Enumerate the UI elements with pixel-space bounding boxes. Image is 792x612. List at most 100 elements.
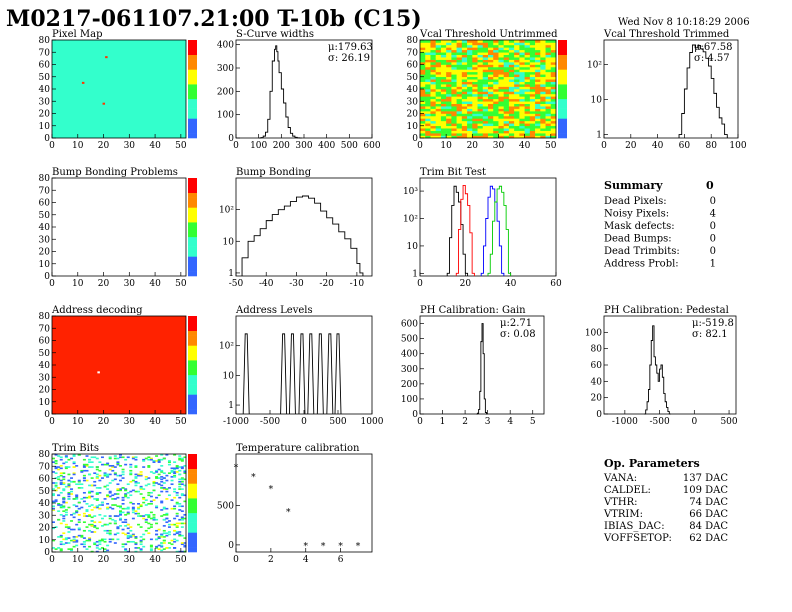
- vcal_untrimmed-cell: [535, 64, 541, 68]
- trim_bits-cell: [111, 504, 115, 506]
- trim_bits-cell: [170, 479, 174, 482]
- vcal_untrimmed-cell: [430, 57, 436, 60]
- trim_bits-cell: [113, 533, 117, 536]
- trim_bits-cell: [72, 504, 76, 506]
- trim_bits-cell: [155, 506, 159, 509]
- trim_bits-cell: [147, 516, 151, 519]
- trim_bits-cell: [144, 514, 148, 516]
- vcal_untrimmed-cell: [456, 44, 463, 48]
- vcal_untrimmed-cell: [540, 62, 546, 65]
- vcal_untrimmed-cell: [482, 128, 489, 131]
- trim_bits-cell: [170, 499, 174, 501]
- pixel_map-xtick-label: 50: [175, 141, 187, 151]
- vcal_untrimmed-cell: [446, 108, 452, 112]
- bump_problems-ytick-label: 70: [39, 186, 51, 196]
- vcal_untrimmed-cell: [456, 69, 463, 73]
- vcal_untrimmed-cell: [440, 103, 447, 107]
- bump_problems-colorbar-step: [188, 227, 197, 233]
- vcal_untrimmed-cell: [420, 86, 426, 90]
- trim_bits-colorbar-step: [188, 542, 197, 548]
- vcal_untrimmed-cell: [456, 125, 463, 129]
- vcal_untrimmed-cell: [482, 133, 489, 136]
- trim_bits-cell: [131, 503, 135, 505]
- vcal_untrimmed-cell: [451, 123, 457, 127]
- trim_bits-cell: [82, 512, 86, 515]
- vcal_untrimmed-cell: [529, 106, 536, 109]
- vcal_untrimmed-cell: [545, 135, 552, 139]
- vcal_untrimmed-cell: [529, 59, 536, 63]
- vcal_untrimmed-cell: [503, 113, 510, 117]
- vcal_untrimmed-cell: [435, 71, 442, 75]
- trim_bits-cell: [103, 473, 107, 476]
- vcal_trimmed-ytick-label: 10²: [587, 61, 602, 71]
- vcal_untrimmed-cell: [545, 93, 552, 97]
- vcal_untrimmed-cell: [461, 120, 468, 124]
- vcal_untrimmed-cell: [425, 135, 431, 139]
- vcal_untrimmed-cell: [472, 69, 478, 73]
- address_decoding-ytick-label: 30: [39, 373, 51, 383]
- vcal_untrimmed-cell: [508, 118, 515, 122]
- trim_bits-cell: [103, 474, 107, 477]
- trim_bits-cell: [52, 547, 55, 549]
- trim_bits-cell: [57, 503, 61, 505]
- trim_bits-cell: [106, 474, 110, 477]
- vcal_untrimmed-cell: [535, 84, 541, 87]
- vcal_untrimmed-cell: [493, 111, 499, 114]
- trim_bits-cell: [178, 531, 182, 533]
- vcal_untrimmed-cell: [550, 66, 557, 70]
- vcal_untrimmed-cell: [508, 54, 515, 58]
- trim_bits-cell: [119, 525, 122, 527]
- bump_problems-colorbar-step: [188, 182, 197, 189]
- trim_bits-cell: [88, 495, 92, 498]
- trim_bits-cell: [70, 493, 74, 495]
- vcal_untrimmed-cell: [430, 123, 436, 127]
- trim_bits-cell: [173, 517, 177, 520]
- vcal_untrimmed-cell: [529, 120, 536, 124]
- trim_bits-cell: [137, 507, 141, 510]
- trim_bits-cell: [77, 487, 81, 489]
- summary-row-value: 0: [710, 221, 716, 232]
- vcal_untrimmed-cell: [550, 111, 557, 114]
- vcal_untrimmed-cell: [503, 79, 510, 82]
- trim_bits-cell: [72, 498, 76, 500]
- vcal_untrimmed-cell: [498, 84, 504, 87]
- vcal_untrimmed-cell: [467, 84, 473, 87]
- vcal_untrimmed-cell: [514, 115, 520, 119]
- vcal_untrimmed-cell: [550, 47, 557, 51]
- trim_bits-cell: [155, 455, 159, 457]
- vcal_untrimmed-cell: [461, 118, 468, 122]
- vcal_untrimmed-cell: [519, 98, 525, 102]
- vcal_untrimmed-cell: [550, 98, 557, 102]
- vcal_untrimmed-cell: [545, 54, 552, 58]
- trim_bits-cell: [54, 526, 58, 528]
- trim_bits-cell: [155, 529, 159, 532]
- vcal_untrimmed-cell: [425, 91, 431, 95]
- trim_bits-cell: [173, 474, 177, 477]
- vcal_untrimmed-cell: [498, 128, 504, 131]
- vcal_untrimmed-cell: [482, 79, 489, 82]
- trim_bits-cell: [93, 525, 97, 527]
- trim_bits-cell: [90, 495, 94, 498]
- address_decoding-colorbar-step: [188, 330, 197, 336]
- trim_bits-cell: [173, 533, 177, 536]
- vcal_untrimmed-cell: [503, 135, 510, 139]
- trim_bits-ytick-label: 40: [39, 499, 51, 509]
- vcal_untrimmed-cell: [461, 96, 468, 100]
- vcal_untrimmed-cell: [550, 52, 557, 55]
- op-param-value: 109 DAC: [683, 485, 729, 496]
- trim_bits-cell: [108, 538, 112, 541]
- vcal_untrimmed-cell: [503, 74, 510, 78]
- vcal_untrimmed-cell: [524, 54, 531, 58]
- vcal_untrimmed-cell: [519, 62, 525, 65]
- vcal_untrimmed-cell: [467, 47, 473, 51]
- trim_bits-cell: [54, 472, 58, 474]
- vcal_untrimmed-cell: [514, 62, 520, 65]
- vcal_untrimmed-cell: [550, 123, 557, 127]
- vcal_untrimmed-cell: [540, 44, 546, 48]
- trim_bits-cell: [88, 538, 92, 541]
- trim_bits-cell: [100, 538, 104, 541]
- vcal_untrimmed-cell: [545, 71, 552, 75]
- trim_bits-cell: [67, 506, 71, 509]
- trim_bits-cell: [64, 526, 68, 528]
- vcal_untrimmed-cell: [435, 113, 442, 117]
